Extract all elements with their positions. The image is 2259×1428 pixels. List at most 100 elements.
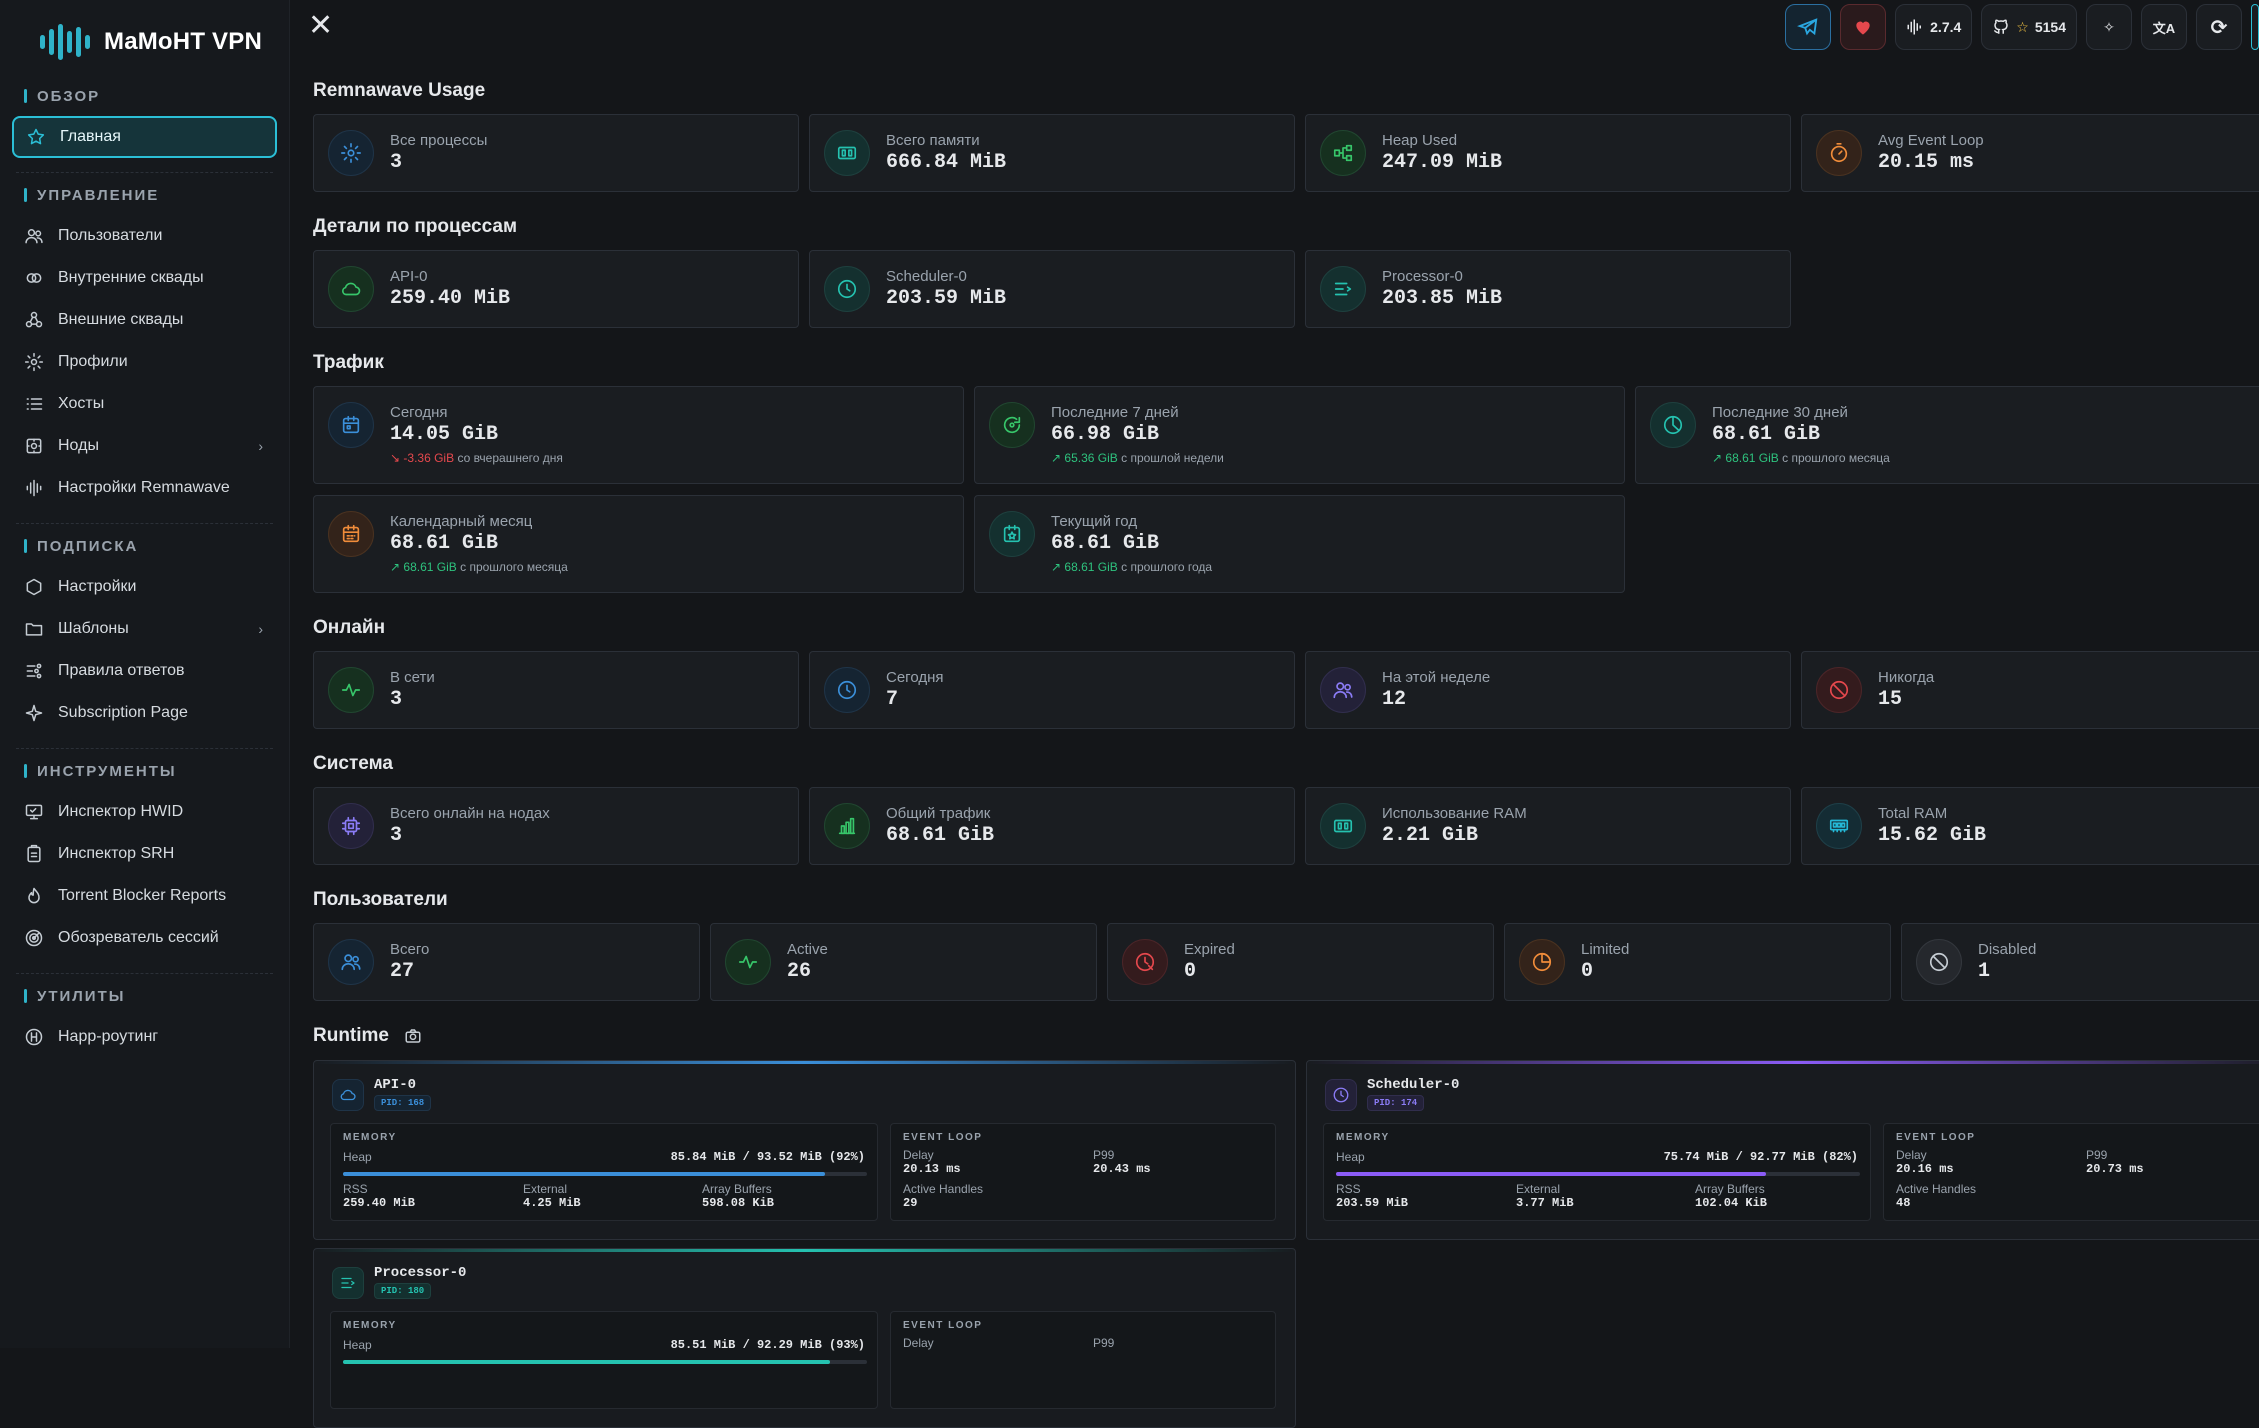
chevron-right-icon[interactable]: › — [258, 438, 263, 454]
process-name: Processor-0 — [374, 1265, 467, 1281]
refresh-icon: ⟳ — [2210, 16, 2228, 39]
sidebar-item[interactable]: Happ-роутинг — [12, 1016, 277, 1058]
accent-bar — [314, 1249, 1295, 1252]
sidebar-item[interactable]: Инспектор SRH — [12, 833, 277, 875]
sidebar-item[interactable]: Внутренние сквады — [12, 257, 277, 299]
delta-value: -3.36 GiB — [403, 451, 455, 465]
camera-icon[interactable] — [404, 1027, 422, 1045]
users-icon — [1333, 682, 1353, 699]
heap-progress — [343, 1172, 867, 1176]
ban-icon — [1929, 952, 1949, 972]
stat-card: Heap Used 247.09 MiB — [1305, 114, 1791, 192]
memory-title: MEMORY — [343, 1132, 397, 1143]
sidebar-item[interactable]: Хосты — [12, 383, 277, 425]
sidebar-item-label: Внешние сквады — [58, 311, 184, 328]
language-button[interactable]: 文A — [2141, 4, 2187, 50]
flame-icon — [28, 887, 40, 904]
process-icon — [1325, 1079, 1357, 1111]
stat-label: Heap Used — [1382, 132, 1458, 149]
stat-value: 247.09 MiB — [1382, 151, 1503, 174]
sidebar-item[interactable]: Пользователи — [12, 215, 277, 257]
calendar-month-icon — [342, 524, 360, 543]
memory-panel: MEMORY Heap 85.84 MiB / 93.52 MiB (92%) … — [330, 1123, 878, 1221]
github-button[interactable]: ☆ 5154 — [1981, 4, 2077, 50]
sidebar-item[interactable]: Главная — [12, 116, 277, 158]
active-handles-label: Active Handles — [903, 1182, 984, 1196]
pid-badge: PID: 180 — [374, 1283, 432, 1299]
sidebar-divider — [16, 172, 273, 173]
stat-label: Всего — [390, 941, 430, 958]
stat-value: 15 — [1878, 688, 1903, 711]
radar-icon — [25, 929, 43, 947]
app-logo[interactable]: MaMoHT VPN — [0, 0, 289, 84]
stat-value: 0 — [1581, 960, 1594, 983]
extra-button[interactable] — [2251, 4, 2259, 50]
delay-value: 20.13 ms — [903, 1162, 961, 1176]
settings-icon — [341, 143, 361, 163]
stat-label: Avg Event Loop — [1878, 132, 1984, 149]
delta-value: 68.61 GiB — [1725, 451, 1779, 465]
stat-label: Использование RAM — [1382, 805, 1527, 822]
sidebar-item[interactable]: Настройки Remnawave — [12, 467, 277, 509]
refresh-button[interactable]: ⟳ — [2196, 4, 2242, 50]
stat-card: Total RAM 15.62 GiB — [1801, 787, 2259, 865]
stat-label: Общий трафик — [886, 805, 991, 822]
sidebar-item[interactable]: Настройки — [12, 566, 277, 608]
ram-icon — [1829, 819, 1849, 833]
sidebar-item[interactable]: Профили — [12, 341, 277, 383]
rules-icon — [26, 663, 42, 679]
sidebar-item[interactable]: Шаблоны › — [12, 608, 277, 650]
array-buffers-label: Array Buffers — [702, 1182, 772, 1196]
version-button[interactable]: 2.7.4 — [1895, 4, 1973, 50]
section-title-traffic: Трафик — [313, 352, 384, 373]
sidebar-item[interactable]: Subscription Page — [12, 692, 277, 734]
stat-label: Limited — [1581, 941, 1630, 958]
stat-label: Календарный месяц — [390, 513, 533, 530]
rules-icon — [24, 661, 44, 681]
telegram-button[interactable] — [1785, 4, 1832, 50]
stat-card: Никогда 15 — [1801, 651, 2259, 729]
chevron-right-icon[interactable]: › — [258, 621, 263, 637]
sidebar-item-label: Настройки Remnawave — [58, 479, 230, 496]
array-buffers-label: Array Buffers — [1695, 1182, 1765, 1196]
stat-label: Никогда — [1878, 669, 1935, 686]
delta-text: с прошлого месяца — [1782, 451, 1890, 465]
flame-icon — [24, 886, 44, 906]
delay-label: Delay — [903, 1336, 934, 1350]
sidebar-divider — [16, 748, 273, 749]
sidebar-item[interactable]: Внешние сквады — [12, 299, 277, 341]
stat-icon — [1816, 667, 1862, 713]
stat-icon — [328, 130, 374, 176]
stat-icon — [989, 402, 1035, 448]
sparkle-button[interactable]: ✧ — [2086, 4, 2132, 50]
accent-bar — [314, 1061, 1295, 1064]
stat-card: Limited 0 — [1504, 923, 1891, 1001]
stat-card: Processor-0 203.85 MiB — [1305, 250, 1791, 328]
sidebar-item[interactable]: Обозреватель сессий — [12, 917, 277, 959]
stat-card: Expired 0 — [1107, 923, 1494, 1001]
stat-value: 15.62 GiB — [1878, 824, 1987, 847]
logo-icon — [40, 22, 90, 62]
sidebar-item[interactable]: Torrent Blocker Reports — [12, 875, 277, 917]
sparkle-icon: ✧ — [2103, 18, 2115, 35]
pulse-icon — [341, 683, 361, 697]
sidebar-item[interactable]: Инспектор HWID — [12, 791, 277, 833]
stat-card: Использование RAM 2.21 GiB — [1305, 787, 1791, 865]
queue-icon — [1334, 282, 1352, 296]
stat-value: 27 — [390, 960, 415, 983]
donate-button[interactable] — [1840, 4, 1887, 50]
sidebar-item-label: Инспектор SRH — [58, 845, 175, 862]
sidebar-item-label: Subscription Page — [58, 704, 188, 721]
telegram-icon — [1797, 18, 1818, 36]
p99-label: P99 — [1093, 1148, 1115, 1162]
event-loop-title: EVENT LOOP — [903, 1320, 983, 1331]
stat-icon — [1320, 803, 1366, 849]
p99-label: P99 — [2086, 1148, 2108, 1162]
sidebar-item[interactable]: Правила ответов — [12, 650, 277, 692]
sidebar-item[interactable]: Ноды › — [12, 425, 277, 467]
active-handles-value: 29 — [903, 1196, 918, 1210]
stat-icon — [1519, 939, 1565, 985]
external-label: External — [523, 1182, 568, 1196]
close-icon[interactable]: ✕ — [308, 9, 334, 42]
toolbar: 2.7.4 ☆ 5154 ✧ 文A ⟳ — [1785, 4, 2259, 50]
